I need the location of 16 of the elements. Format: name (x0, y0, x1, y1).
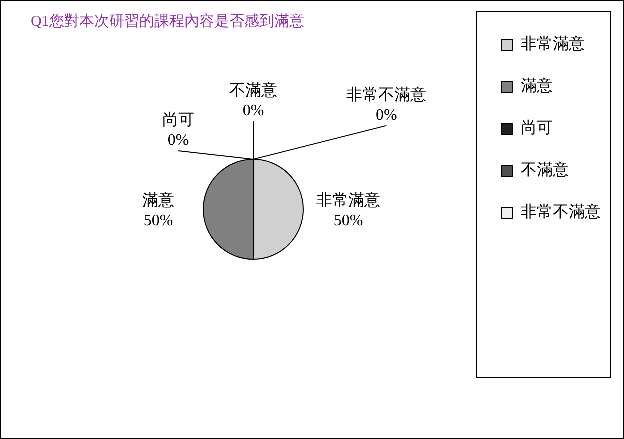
text: 0% (168, 132, 190, 150)
data-label: 50% (334, 212, 364, 230)
category-label: 非常不滿意 (346, 86, 427, 104)
legend-label: 尚可 (521, 119, 553, 138)
category-label: 尚可 (162, 112, 195, 130)
text: 0% (242, 102, 264, 120)
data-label: 50% (144, 212, 174, 230)
legend-label: 非常不滿意 (521, 203, 601, 222)
category-label: 不滿意 (230, 82, 278, 100)
text: 0% (376, 106, 398, 124)
chart-title: Q1您對本次研習的課程內容是否感到滿意 (31, 12, 304, 30)
slice-label: 滿意 (142, 192, 174, 210)
legend-label: 非常滿意 (521, 35, 585, 54)
legend-label: 滿意 (521, 77, 553, 96)
slice-label: 非常滿意 (316, 192, 380, 210)
legend-label: 不滿意 (521, 161, 569, 180)
